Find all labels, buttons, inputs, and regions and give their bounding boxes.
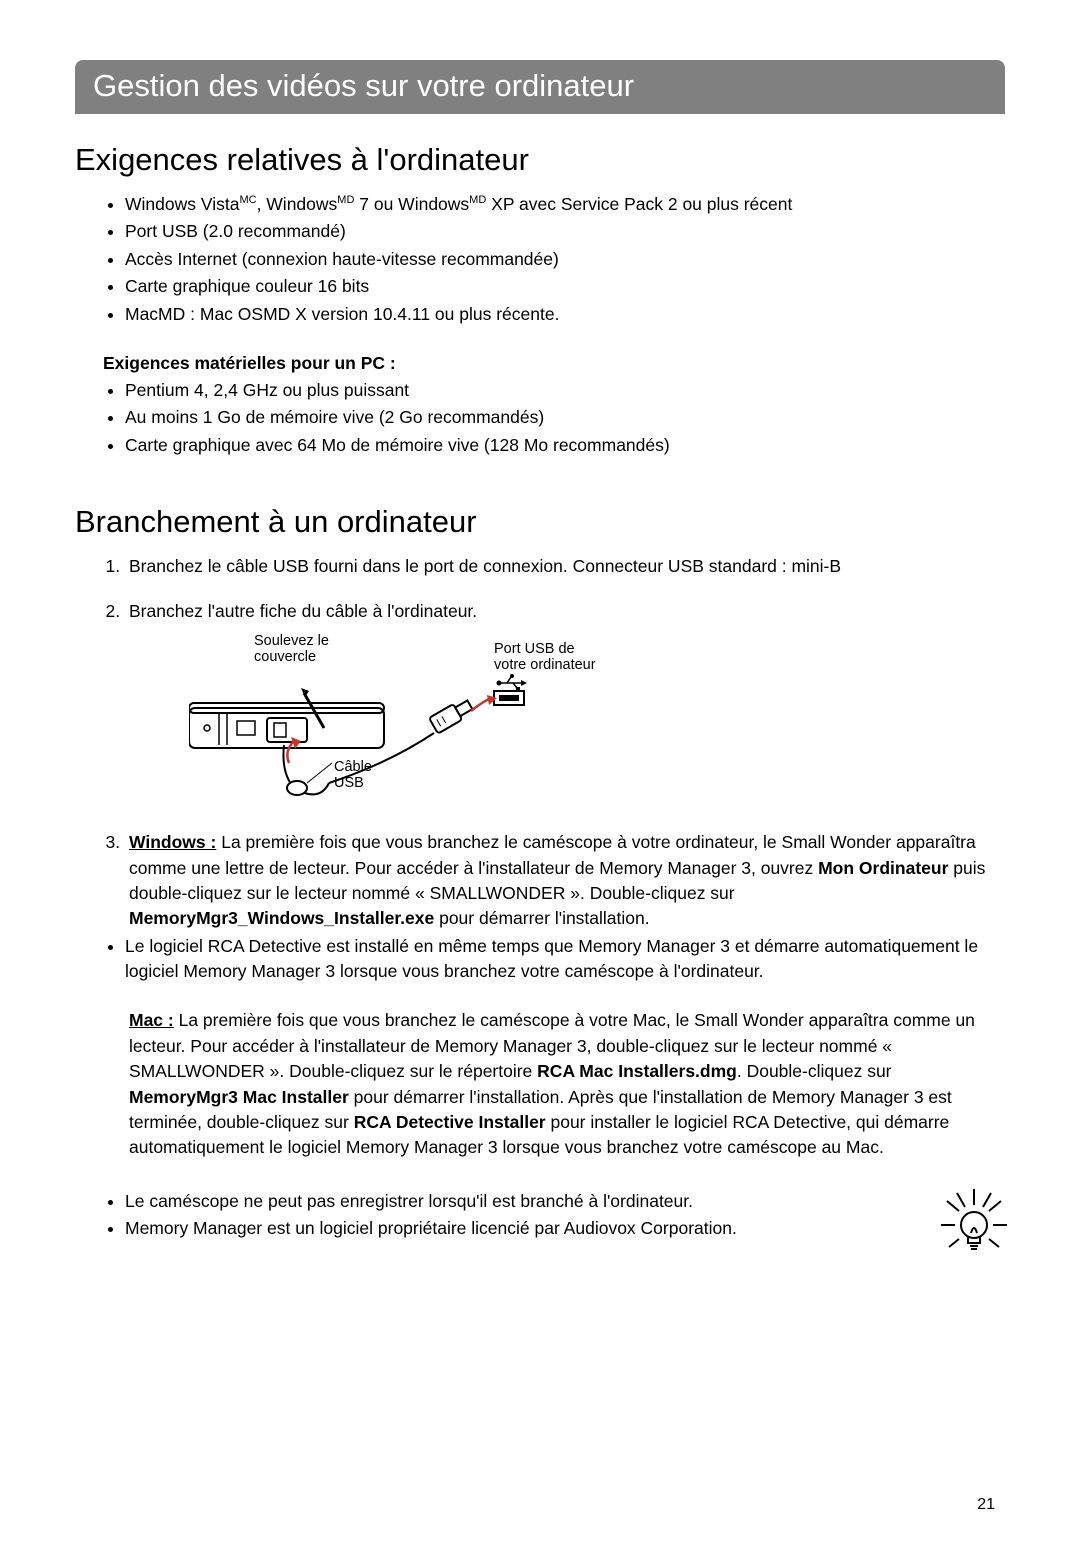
- txt: MemoryMgr3_Windows_Installer.exe: [129, 908, 434, 928]
- req-item: MacMD : Mac OSMD X version 10.4.11 ou pl…: [125, 302, 1005, 327]
- txt: RCA Detective Installer: [354, 1112, 546, 1132]
- mac-paragraph: Mac : La première fois que vous branchez…: [129, 1008, 1005, 1160]
- connection-steps: Branchez le câble USB fourni dans le por…: [125, 554, 1005, 932]
- txt: 7 ou Windows: [354, 194, 469, 214]
- req-item: Carte graphique couleur 16 bits: [125, 274, 1005, 299]
- step-1: Branchez le câble USB fourni dans le por…: [125, 554, 1005, 579]
- req-item: Accès Internet (connexion haute-vitesse …: [125, 247, 1005, 272]
- label-usb-port: Port USB de votre ordinateur: [494, 641, 596, 673]
- detective-note: Le logiciel RCA Detective est installé e…: [125, 934, 1005, 985]
- req-os: Windows VistaMC, WindowsMD 7 ou WindowsM…: [125, 192, 1005, 217]
- hw-requirements-title: Exigences matérielles pour un PC :: [103, 353, 1005, 374]
- windows-label: Windows :: [129, 832, 216, 852]
- notes-block: Le caméscope ne peut pas enregistrer lor…: [75, 1189, 1005, 1242]
- txt: pour démarrer l'installation.: [434, 908, 649, 928]
- step-2: Branchez l'autre fiche du câble à l'ordi…: [125, 599, 1005, 810]
- section-title-connection: Branchement à un ordinateur: [75, 504, 1005, 540]
- lightbulb-icon: [935, 1183, 1013, 1266]
- connection-diagram: Soulevez le couvercle Port USB de votre …: [189, 633, 1005, 810]
- os-requirements-list: Windows VistaMC, WindowsMD 7 ou WindowsM…: [125, 192, 1005, 327]
- sup: MC: [239, 194, 256, 206]
- txt: , Windows: [257, 194, 338, 214]
- txt: MemoryMgr3 Mac Installer: [129, 1087, 349, 1107]
- txt: RCA Mac Installers.dmg: [537, 1061, 737, 1081]
- txt: Mon Ordinateur: [818, 858, 948, 878]
- note-item: Memory Manager est un logiciel propriéta…: [125, 1216, 915, 1241]
- step-3: Windows : La première fois que vous bran…: [125, 830, 1005, 932]
- notes-list: Le caméscope ne peut pas enregistrer lor…: [125, 1189, 915, 1242]
- hw-requirements-list: Pentium 4, 2,4 GHz ou plus puissant Au m…: [125, 378, 1005, 458]
- hw-item: Pentium 4, 2,4 GHz ou plus puissant: [125, 378, 1005, 403]
- note-item: Le caméscope ne peut pas enregistrer lor…: [125, 1189, 915, 1214]
- sup: MD: [469, 194, 486, 206]
- section-title-requirements: Exigences relatives à l'ordinateur: [75, 142, 1005, 178]
- page-number: 21: [977, 1496, 995, 1514]
- sup: MD: [337, 194, 354, 206]
- label-lift-cover: Soulevez le couvercle: [254, 633, 333, 665]
- txt: . Double-cliquez sur: [737, 1061, 892, 1081]
- hw-item: Carte graphique avec 64 Mo de mémoire vi…: [125, 433, 1005, 458]
- txt: XP avec Service Pack 2 ou plus récent: [486, 194, 792, 214]
- hw-item: Au moins 1 Go de mémoire vive (2 Go reco…: [125, 405, 1005, 430]
- req-item: Port USB (2.0 recommandé): [125, 219, 1005, 244]
- step-2-text: Branchez l'autre fiche du câble à l'ordi…: [129, 601, 477, 621]
- mac-label: Mac :: [129, 1010, 174, 1030]
- page-banner: Gestion des vidéos sur votre ordinateur: [75, 60, 1005, 114]
- svg-text:Câble USB: Câble USB: [334, 759, 376, 791]
- detective-text: Le logiciel RCA Detective est installé e…: [125, 934, 1005, 985]
- txt: Windows Vista: [125, 194, 239, 214]
